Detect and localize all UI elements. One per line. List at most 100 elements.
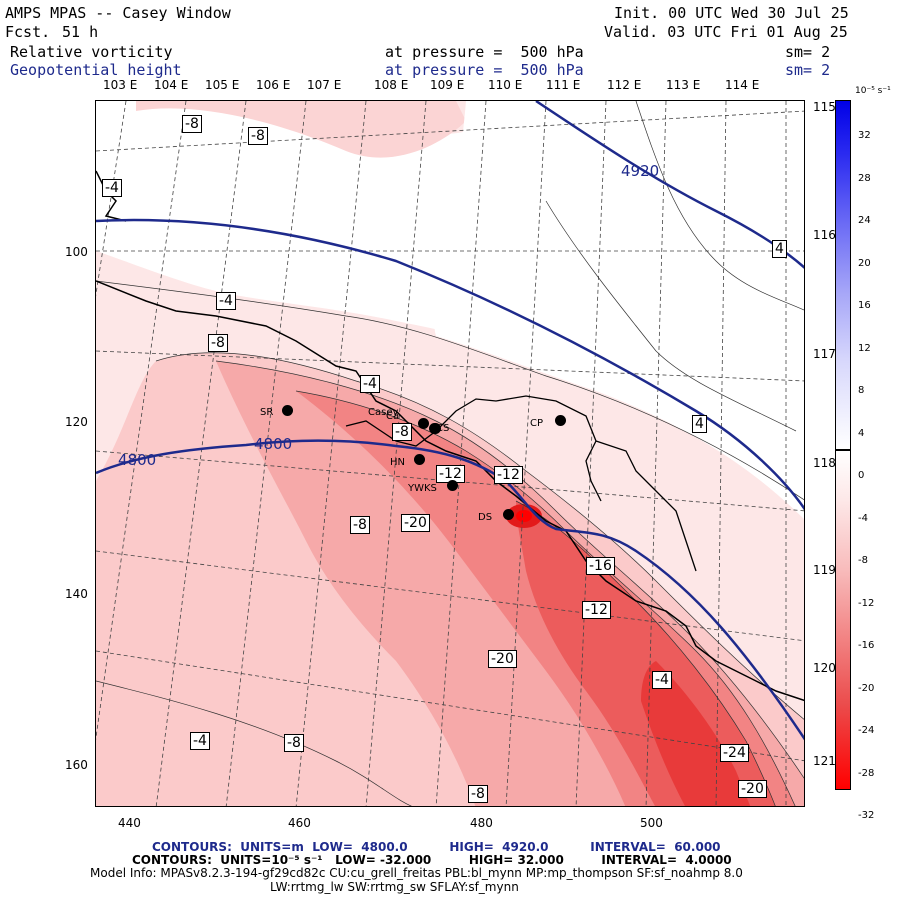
- colorbar-label: -24: [858, 725, 875, 736]
- colorbar-label: 4: [858, 427, 865, 439]
- vorticity-label: -16: [586, 557, 615, 575]
- height-label: 4920: [621, 162, 660, 180]
- footer-height-contours: CONTOURS: UNITS=m LOW= 4800.0 HIGH= 4920…: [152, 840, 721, 854]
- top-lon-label: 113 E: [666, 78, 701, 92]
- station-dot[interactable]: [418, 418, 429, 429]
- station-dot[interactable]: [447, 480, 458, 491]
- init-time: Init. 00 UTC Wed 30 Jul 25: [614, 4, 849, 22]
- field1-smoothing: sm= 2: [785, 43, 831, 61]
- vorticity-label: -12: [582, 601, 611, 619]
- bottom-axis-tick: 500: [640, 816, 663, 830]
- field2-level: at pressure = 500 hPa: [385, 61, 584, 79]
- vorticity-fill-minus24: [641, 661, 751, 806]
- colorbar-label: 16: [858, 300, 871, 311]
- station-dot[interactable]: [414, 454, 425, 465]
- colorbar-label: -20: [858, 682, 875, 694]
- vorticity-label: -8: [350, 516, 370, 534]
- colorbar-label: 28: [858, 172, 871, 184]
- height-label: 4800: [254, 435, 293, 453]
- colorbar-label: 20: [858, 257, 871, 269]
- top-lon-label: 103 E: [103, 78, 138, 92]
- station-label: SR: [260, 407, 274, 418]
- vorticity-core-inner: [516, 510, 532, 522]
- vorticity-fill-light-2: [136, 101, 466, 158]
- station-label: Casey: [368, 407, 399, 418]
- colorbar-label: -32: [858, 810, 875, 821]
- vorticity-label: -8: [208, 334, 228, 352]
- map-plot-area[interactable]: -8 -8 -4 -4 -8 -4 -8 -12 -8 -20 -12 -16 -12 -20 -4 -8 -4…: [95, 100, 805, 807]
- plot-title: AMPS MPAS -- Casey Window: [5, 4, 231, 22]
- colorbar-label: 24: [858, 215, 871, 226]
- colorbar-label: 0: [858, 470, 865, 481]
- colorbar-units: 10⁻⁵ s⁻¹: [855, 86, 891, 96]
- colorbar-label: -16: [858, 640, 875, 651]
- station-dot[interactable]: [430, 423, 441, 434]
- vorticity-contours: [96, 101, 804, 806]
- top-lon-label: 111 E: [546, 78, 581, 92]
- left-axis-tick: 160: [65, 758, 88, 772]
- vorticity-label: -4: [216, 292, 236, 310]
- top-lon-label: 108 E: [374, 78, 409, 92]
- colorbar-label: 32: [858, 130, 871, 141]
- footer-vorticity-contours: CONTOURS: UNITS=10⁻⁵ s⁻¹ LOW= -32.000 HI…: [132, 853, 732, 867]
- top-lon-label: 109 E: [430, 78, 465, 92]
- colorbar-label: -8: [858, 555, 868, 566]
- station-dot[interactable]: [282, 405, 293, 416]
- vorticity-label: -8: [284, 734, 304, 752]
- vorticity-label: -12: [494, 466, 523, 484]
- footer-model-info: Model Info: MPASv8.2.3-194-gf29cd82c CU:…: [90, 866, 743, 880]
- left-axis-tick: 140: [65, 587, 88, 601]
- colorbar-label: 8: [858, 385, 865, 396]
- bottom-axis-tick: 440: [118, 816, 141, 830]
- lonlat-grid: [96, 101, 804, 806]
- left-axis-tick: 120: [65, 415, 88, 429]
- vorticity-label: -8: [248, 127, 268, 145]
- valid-time: Valid. 03 UTC Fri 01 Aug 25: [604, 23, 848, 41]
- station-label: HN: [390, 457, 405, 468]
- top-lon-label: 105 E: [205, 78, 240, 92]
- colorbar-label: 12: [858, 342, 871, 354]
- height-label: 4800: [118, 451, 157, 469]
- vorticity-label: -24: [720, 744, 749, 762]
- field2-smoothing: sm= 2: [785, 61, 831, 79]
- vorticity-fill-positive: [434, 101, 804, 520]
- station-dot[interactable]: [503, 509, 514, 520]
- vorticity-label: -20: [488, 650, 517, 668]
- station-label: Ca: [386, 411, 400, 422]
- colorbar-positive: [835, 100, 851, 450]
- vorticity-label: -4: [190, 732, 210, 750]
- station-dot[interactable]: [555, 415, 566, 426]
- station-label: CP: [530, 418, 544, 429]
- colorbar-label: -28: [858, 767, 875, 779]
- field1-name: Relative vorticity: [10, 43, 173, 61]
- vorticity-label: 4: [692, 415, 707, 433]
- forecast-label: Fcst.: [5, 23, 51, 41]
- vorticity-label: -20: [401, 514, 430, 532]
- colorbar-label: -12: [858, 597, 875, 609]
- station-label: YWKS: [408, 483, 437, 494]
- colorbar-negative: [835, 450, 851, 790]
- station-label: DS: [478, 512, 493, 523]
- footer-model-info-2: LW:rrtmg_lw SW:rrtmg_sw SFLAY:sf_mynn: [270, 880, 519, 894]
- vorticity-label: -8: [182, 115, 202, 133]
- field2-name: Geopotential height: [10, 61, 182, 79]
- station-label: CS: [436, 423, 450, 434]
- top-lon-label: 112 E: [607, 78, 642, 92]
- map-canvas: [96, 101, 804, 806]
- vorticity-label: -4: [102, 179, 122, 197]
- coastline-inland: [345, 395, 697, 572]
- vorticity-label: 4: [772, 240, 787, 258]
- vorticity-label: -8: [468, 785, 488, 803]
- top-lon-label: 106 E: [256, 78, 291, 92]
- top-lon-label: 110 E: [488, 78, 523, 92]
- forecast-hour: 51 h: [62, 23, 99, 41]
- top-lon-label: 104 E: [154, 78, 189, 92]
- colorbar-label: -4: [858, 512, 868, 524]
- bottom-axis-tick: 460: [288, 816, 311, 830]
- vorticity-label: -4: [360, 375, 380, 393]
- left-axis-tick: 100: [65, 245, 88, 259]
- vorticity-label: -4: [652, 671, 672, 689]
- vorticity-label: -20: [738, 780, 767, 798]
- bottom-axis-tick: 480: [470, 816, 493, 830]
- top-lon-label: 107 E: [307, 78, 342, 92]
